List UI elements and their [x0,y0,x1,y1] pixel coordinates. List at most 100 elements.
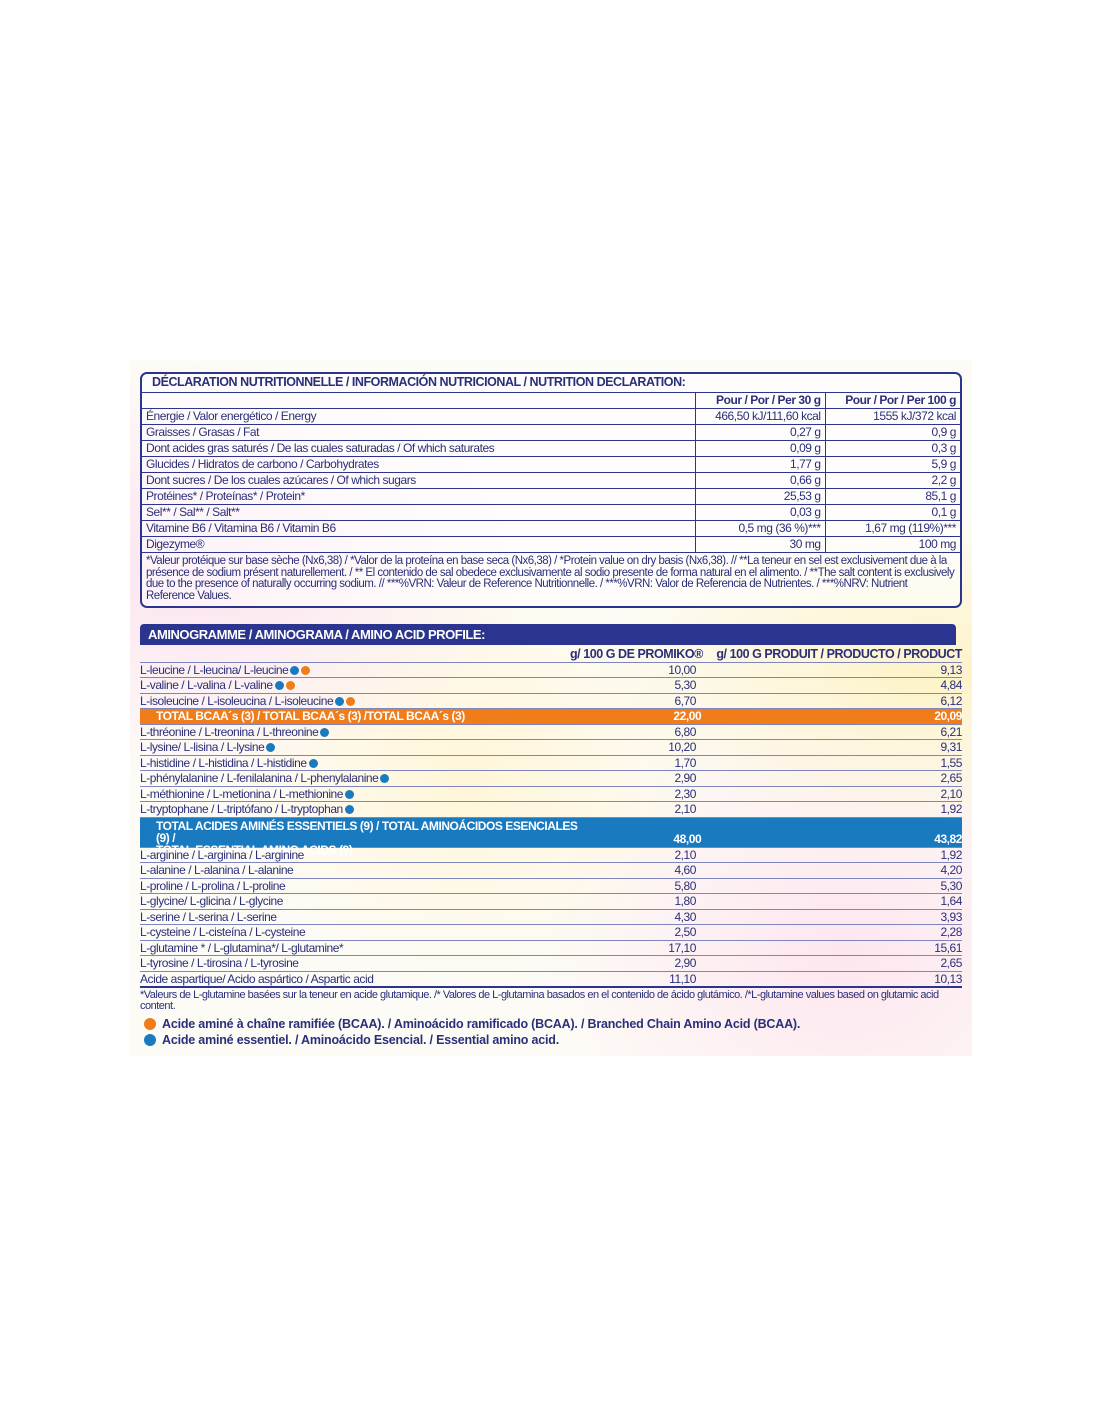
amino-row: L-glutamine * / L-glutamina*/ L-glutamin… [140,940,962,956]
legend-item: Acide aminé à chaîne ramifiée (BCAA). / … [140,1016,962,1032]
legend-dot [144,1034,156,1046]
cell: Vitamine B6 / Vitamina B6 / Vitamin B6 [142,521,697,536]
cell: 4,20 [940,863,962,877]
cell: 1,70 [674,755,696,770]
amino-title: AMINOGRAMME / AMINOGRAMA / AMINO ACID PR… [140,624,956,645]
cell: 1,64 [940,894,962,908]
header-row: g/ 100 G DE PROMIKO® g/ 100 G PRODUIT / P… [140,647,962,663]
amino-row: L-isoleucine / L-isoleucina / L-isoleuci… [140,693,962,709]
amino-row: TOTAL ACIDES AMINÉS ESSENTIELS (9) / TOT… [140,817,962,856]
cell: 2,65 [940,956,962,970]
amino-name: L-tyrosine / L-tirosina / L-tyrosine [140,956,299,970]
marker-dot [346,696,356,706]
cell: 2,28 [940,925,962,939]
amino-name: L-lysine/ L-lisina / L-lysine [140,740,265,754]
amino-name: L-valine / L-valina / L-valine [140,678,273,692]
cell: L-cysteine / L-cisteína / L-cysteine [140,925,570,940]
amino-name: L-glycine/ L-glicina / L-glycine [140,894,284,908]
cell: 6,70 [674,693,696,708]
nutrition-row: Sel** / Sal** / Salt** 0,03 g 0,1 g [142,505,960,521]
legend-text: Acide aminé à chaîne ramifiée (BCAA). / … [162,1017,801,1031]
cell: 17,10 [668,940,696,955]
marker-dot [344,805,354,814]
cell: 1,80 [674,894,696,908]
cell: 2,10 [674,847,696,862]
nutrition-row: Dont acides gras saturés / De las cuales… [142,441,960,457]
cell: 0,1 g [931,505,957,519]
amino-name: TOTAL ACIDES AMINÉS ESSENTIELS (9) / TOT… [156,818,578,857]
amino-name: L-alanine / L-alanina / L-alanine [140,863,294,877]
amino-row: L-méthionine / L-metionina / L-methionin… [140,787,962,802]
amino-row: L-serine / L-serina / L-serine 4,30 3,93 [140,909,962,925]
amino-name: Acide aspartique/ Acido aspártico / Aspa… [140,971,374,986]
cell: 466,50 kJ/111,60 kcal [696,409,826,424]
cell: Dont acides gras saturés / De las cuales… [142,441,697,456]
cell: 2,90 [674,956,696,970]
cell: 85,1 g [925,489,956,503]
amino-name: L-cysteine / L-cisteína / L-cysteine [140,925,306,939]
amino-name: L-phénylalanine / L-fenilalanina / L-phe… [140,771,379,785]
header-row: Pour / Por / Per 30 g Pour / Por / Per 10… [142,393,960,409]
marker-dot [335,696,345,706]
legend-dot [144,1018,156,1030]
nutrition-row: Digezyme® 30 mg 100 mg [142,537,960,553]
amino-name: L-proline / L-prolina / L-proline [140,878,286,893]
cell: 9,31 [940,740,962,754]
amino-name: L-tryptophane / L-triptófano / L-tryptop… [140,802,343,816]
marker-dot [266,743,276,752]
cell: Sel** / Sal** / Salt** [142,505,697,520]
amino-row: L-tyrosine / L-tirosina / L-tyrosine 2,90… [140,956,962,972]
cell: 10,00 [668,662,696,677]
amino-row: L-tryptophane / L-triptófano / L-tryptop… [140,802,962,818]
cell: 48,00 [673,831,702,846]
header-cell: g/ 100 G DE PROMIKO® [570,647,703,661]
amino-name: L-thréonine / L-treonina / L-threonine [140,724,319,739]
marker-dot [345,789,355,799]
amino-row: L-phénylalanine / L-fenilalanina / L-phe… [140,771,962,787]
cell: 22,00 [673,709,702,723]
cell: Graisses / Grasas / Fat [142,425,697,440]
nutrition-footnote: *Valeur protéique sur base sèche (Nx6,38… [146,555,955,602]
cell: 100 mg [918,537,957,551]
header-cell [142,393,697,408]
cell: 25,53 g [696,489,826,504]
cell: 1555 kJ/372 kcal [873,409,956,423]
nutrition-row: Vitamine B6 / Vitamina B6 / Vitamin B6 0,… [142,521,960,537]
cell: Acide aspartique/ Acido aspártico / Aspa… [140,972,570,987]
legend-item: Acide aminé essentiel. / Aminoácido Esen… [140,1032,962,1048]
nutrition-row: Dont sucres / De los cuales azúcares / O… [142,473,960,489]
cell: L-leucine / L-leucina/ L-leucine [140,663,570,678]
cell: 5,9 g [931,457,957,471]
cell: 0,09 g [696,441,826,456]
nutrition-row: Graisses / Grasas / Fat 0,27 g 0,9 g [142,425,960,441]
amino-name: L-arginine / L-arginina / L-arginine [140,847,304,862]
cell: 5,30 [674,678,696,692]
header-cell: g/ 100 G PRODUIT / PRODUCTO / PRODUCT [716,647,962,661]
header-cell: Pour / Por / Per 30 g [696,393,826,408]
nutrition-row: Protéines* / Proteínas* / Protein* 25,53 … [142,489,960,505]
cell: L-glycine/ L-glicina / L-glycine [140,894,570,909]
marker-dot [285,681,295,690]
marker-dot [290,665,300,675]
cell: TOTAL BCAA´s (3) / TOTAL BCAA´s (3) /TOT… [140,709,578,724]
amino-table: g/ 100 G DE PROMIKO® g/ 100 G PRODUIT / P… [140,647,962,1048]
cell: 1,67 mg (119%)*** [865,521,956,535]
cell: 4,30 [674,909,696,924]
cell: L-méthionine / L-metionina / L-methionin… [140,787,570,802]
cell: Énergie / Valor energético / Energy [142,409,697,424]
cell: 2,50 [674,925,696,939]
cell: 15,61 [934,940,962,955]
cell: 6,80 [674,724,696,739]
amino-row: L-leucine / L-leucina/ L-leucine 10,00 9,1… [140,662,962,678]
cell: 4,84 [940,678,962,692]
cell: 0,5 mg (36 %)*** [696,521,826,536]
nutrition-row: Énergie / Valor energético / Energy 466,5… [142,409,960,425]
cell: L-proline / L-prolina / L-proline [140,879,570,894]
cell: 0,27 g [696,425,826,440]
nutrition-row: Glucides / Hidratos de carbono / Carbohy… [142,457,960,473]
cell: 2,10 [674,802,696,816]
amino-name: L-serine / L-serina / L-serine [140,909,277,924]
cell: 11,10 [669,971,696,986]
amino-row: L-thréonine / L-treonina / L-threonine 6,… [140,724,962,740]
